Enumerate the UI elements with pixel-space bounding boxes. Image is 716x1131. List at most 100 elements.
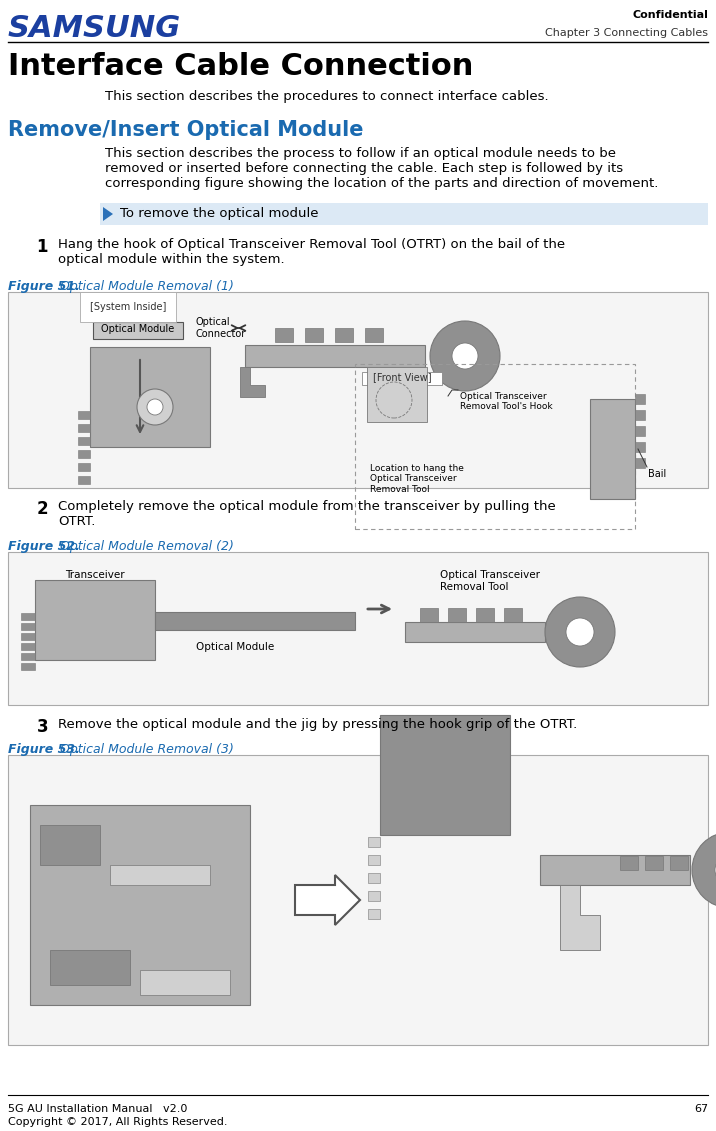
Bar xyxy=(504,608,522,622)
Bar xyxy=(476,608,494,622)
Bar xyxy=(645,856,663,870)
Bar xyxy=(635,394,645,404)
Bar xyxy=(8,292,708,487)
Bar xyxy=(305,328,323,342)
Bar xyxy=(335,328,353,342)
Bar xyxy=(8,552,708,705)
Bar xyxy=(50,950,130,985)
Text: OTRT.: OTRT. xyxy=(58,515,95,528)
Text: Figure 52.: Figure 52. xyxy=(8,539,80,553)
Circle shape xyxy=(430,321,500,391)
Text: corresponding figure showing the location of the parts and direction of movement: corresponding figure showing the locatio… xyxy=(105,176,659,190)
Bar xyxy=(110,865,210,884)
Bar xyxy=(35,580,155,661)
Text: optical module within the system.: optical module within the system. xyxy=(58,253,285,266)
Bar xyxy=(21,663,35,670)
Bar xyxy=(355,364,635,529)
Text: 67: 67 xyxy=(694,1104,708,1114)
Circle shape xyxy=(545,597,615,667)
Bar xyxy=(368,837,380,847)
Text: Optical Module Removal (2): Optical Module Removal (2) xyxy=(56,539,234,553)
Bar xyxy=(368,855,380,865)
Text: Hang the hook of Optical Transceiver Removal Tool (OTRT) on the bail of the: Hang the hook of Optical Transceiver Rem… xyxy=(58,238,565,251)
Text: Figure 51.: Figure 51. xyxy=(8,280,80,293)
Bar xyxy=(635,411,645,420)
Text: To remove the optical module: To remove the optical module xyxy=(120,207,319,221)
Text: 1: 1 xyxy=(37,238,48,256)
Bar xyxy=(93,322,183,339)
Text: Optical Module Removal (1): Optical Module Removal (1) xyxy=(56,280,234,293)
Bar xyxy=(21,644,35,650)
Text: Transceiver: Transceiver xyxy=(65,570,125,580)
Bar xyxy=(21,623,35,630)
Text: Confidential: Confidential xyxy=(632,10,708,20)
Text: 5G AU Installation Manual   v2.0: 5G AU Installation Manual v2.0 xyxy=(8,1104,188,1114)
Bar xyxy=(365,328,383,342)
Bar xyxy=(30,805,250,1005)
Bar xyxy=(21,633,35,640)
Text: Copyright © 2017, All Rights Reserved.: Copyright © 2017, All Rights Reserved. xyxy=(8,1117,228,1126)
Circle shape xyxy=(715,855,716,884)
Text: Figure 53.: Figure 53. xyxy=(8,743,80,756)
Circle shape xyxy=(566,618,594,646)
Polygon shape xyxy=(240,366,265,397)
Bar xyxy=(100,202,708,225)
Circle shape xyxy=(692,832,716,908)
Text: Remove the optical module and the jig by pressing the hook grip of the OTRT.: Remove the optical module and the jig by… xyxy=(58,718,577,731)
Bar xyxy=(275,328,293,342)
Bar xyxy=(78,411,90,418)
Circle shape xyxy=(376,382,412,418)
Circle shape xyxy=(452,343,478,369)
Text: Interface Cable Connection: Interface Cable Connection xyxy=(8,52,473,81)
Text: Location to hang the
Optical Transceiver
Removal Tool: Location to hang the Optical Transceiver… xyxy=(370,464,464,494)
Bar xyxy=(368,891,380,901)
Bar xyxy=(78,476,90,484)
Bar xyxy=(405,622,545,642)
Bar xyxy=(140,970,230,995)
Bar xyxy=(8,756,708,1045)
Polygon shape xyxy=(103,207,113,221)
Bar xyxy=(78,437,90,444)
Text: Optical Module: Optical Module xyxy=(196,642,274,651)
Text: Completely remove the optical module from the transceiver by pulling the: Completely remove the optical module fro… xyxy=(58,500,556,513)
Bar xyxy=(367,366,427,422)
Text: Chapter 3 Connecting Cables: Chapter 3 Connecting Cables xyxy=(545,28,708,38)
Bar xyxy=(78,424,90,432)
Bar xyxy=(670,856,688,870)
Text: removed or inserted before connecting the cable. Each step is followed by its: removed or inserted before connecting th… xyxy=(105,162,623,175)
Text: 2: 2 xyxy=(37,500,48,518)
Bar xyxy=(245,345,425,366)
Bar xyxy=(635,458,645,468)
Bar xyxy=(90,347,210,447)
Bar xyxy=(380,715,510,835)
Bar xyxy=(155,612,355,630)
Text: Optical Module: Optical Module xyxy=(102,323,175,334)
Bar xyxy=(21,653,35,661)
Text: 3: 3 xyxy=(37,718,48,736)
Text: Optical
Connector: Optical Connector xyxy=(195,317,246,338)
Bar xyxy=(78,450,90,458)
Bar xyxy=(635,426,645,435)
Bar xyxy=(368,909,380,920)
Text: This section describes the process to follow if an optical module needs to be: This section describes the process to fo… xyxy=(105,147,616,159)
Bar xyxy=(368,873,380,883)
Text: SAMSUNG: SAMSUNG xyxy=(8,14,181,43)
Bar xyxy=(21,613,35,620)
Text: This section describes the procedures to connect interface cables.: This section describes the procedures to… xyxy=(105,90,548,103)
Text: Remove/Insert Optical Module: Remove/Insert Optical Module xyxy=(8,120,364,140)
Text: Bail: Bail xyxy=(648,469,667,480)
Bar xyxy=(635,442,645,452)
Circle shape xyxy=(137,389,173,425)
Bar xyxy=(448,608,466,622)
Text: [System Inside]: [System Inside] xyxy=(90,302,166,312)
Text: Optical Transceiver
Removal Tool's Hook: Optical Transceiver Removal Tool's Hook xyxy=(460,392,553,412)
Polygon shape xyxy=(295,875,360,925)
Text: [Front View]: [Front View] xyxy=(373,372,431,382)
Polygon shape xyxy=(560,884,600,950)
Text: Optical Module Removal (3): Optical Module Removal (3) xyxy=(56,743,234,756)
Text: Optical Transceiver
Removal Tool: Optical Transceiver Removal Tool xyxy=(440,570,540,592)
Bar xyxy=(40,824,100,865)
Bar xyxy=(590,399,635,499)
Bar xyxy=(420,608,438,622)
Bar xyxy=(540,855,690,884)
